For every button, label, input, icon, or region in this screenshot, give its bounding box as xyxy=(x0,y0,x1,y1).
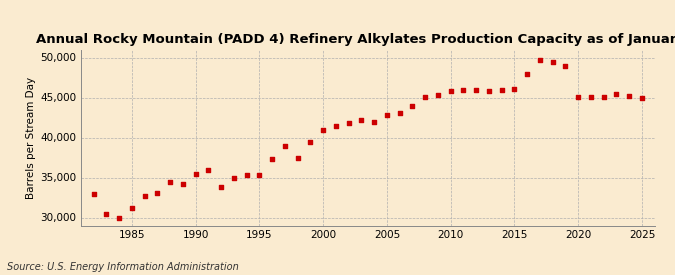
Title: Annual Rocky Mountain (PADD 4) Refinery Alkylates Production Capacity as of Janu: Annual Rocky Mountain (PADD 4) Refinery … xyxy=(36,32,675,46)
Point xyxy=(356,118,367,122)
Point xyxy=(407,104,418,109)
Point xyxy=(560,63,571,68)
Point xyxy=(637,95,647,100)
Point xyxy=(458,88,469,92)
Point xyxy=(139,194,150,198)
Point xyxy=(433,93,443,97)
Point xyxy=(88,191,99,196)
Point xyxy=(394,111,405,115)
Point xyxy=(611,92,622,97)
Point xyxy=(573,95,584,99)
Point xyxy=(152,191,163,195)
Point xyxy=(624,94,634,98)
Point xyxy=(381,113,392,117)
Point xyxy=(178,182,188,186)
Point xyxy=(471,88,482,92)
Point xyxy=(242,173,252,177)
Point xyxy=(101,211,112,216)
Point xyxy=(165,179,176,184)
Point xyxy=(420,95,431,99)
Point xyxy=(344,121,354,125)
Point xyxy=(203,167,214,172)
Text: Source: U.S. Energy Information Administration: Source: U.S. Energy Information Administ… xyxy=(7,262,238,272)
Point xyxy=(254,173,265,177)
Point xyxy=(496,88,507,92)
Point xyxy=(535,58,545,62)
Point xyxy=(229,175,240,180)
Point xyxy=(267,157,277,161)
Point xyxy=(483,89,494,93)
Point xyxy=(522,72,533,76)
Point xyxy=(114,215,125,220)
Point xyxy=(318,128,329,133)
Point xyxy=(127,206,138,210)
Point xyxy=(446,89,456,93)
Point xyxy=(279,144,290,148)
Point xyxy=(369,119,379,124)
Point xyxy=(216,185,227,189)
Y-axis label: Barrels per Stream Day: Barrels per Stream Day xyxy=(26,76,36,199)
Point xyxy=(331,124,342,128)
Point xyxy=(598,95,609,99)
Point xyxy=(547,60,558,65)
Point xyxy=(190,171,201,176)
Point xyxy=(509,87,520,91)
Point xyxy=(586,95,597,99)
Point xyxy=(292,155,303,160)
Point xyxy=(305,140,316,144)
